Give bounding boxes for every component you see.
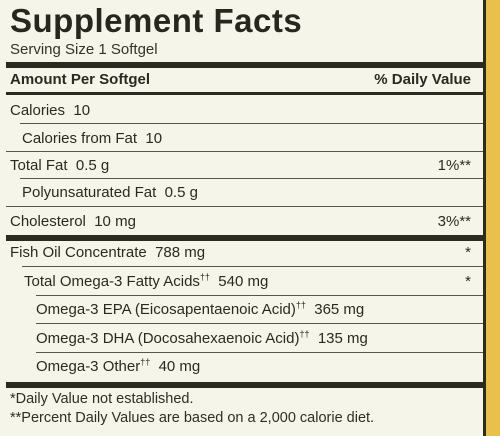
serving-size: Serving Size 1 Softgel [10,41,158,58]
daily-value: * [465,244,471,261]
nutrient-name: Fish Oil Concentrate [10,244,147,261]
nutrient-amount: 0.5 g [164,184,198,201]
nutrient-name: Calories from Fat [22,130,138,147]
amount-header: Amount Per Softgel [10,71,151,88]
medium-divider [6,92,483,95]
nutrient-amount: 10 mg [94,213,136,230]
daily-value: * [465,273,471,290]
label-title: Supplement Facts [10,2,303,39]
nutrient-name: Omega-3 EPA (Eicosapentaenoic Acid) [36,301,296,318]
nutrient-amount: 365 mg [314,301,365,318]
daily-value: 3%** [437,213,471,230]
nutrient-amount: 0.5 g [75,157,110,174]
row-divider [6,151,483,152]
dagger-footnote-mark: †† [199,272,210,282]
nutrient-amount: 10 [73,102,91,119]
row-divider [36,323,483,324]
row-divider [36,295,483,296]
footnote-daily-value: *Daily Value not established. [10,391,194,407]
daily-value: 1%** [437,157,471,174]
nutrient-name: Calories [10,102,66,119]
thick-divider [6,382,483,388]
nutrient-name: Cholesterol [10,213,86,230]
nutrient-amount: 788 mg [155,244,206,261]
nutrient-name: Polyunsaturated Fat [22,184,157,201]
thick-divider [6,235,483,241]
row-divider [22,266,483,267]
nutrient-name: Total Fat [10,157,68,174]
row-divider [20,123,483,124]
thick-divider [6,62,483,68]
nutrient-name: Omega-3 DHA (Docosahexaenoic Acid) [36,330,300,347]
dagger-footnote-mark: †† [299,329,310,339]
nutrient-amount: 40 mg [158,358,201,375]
footnote-percent-daily-value: **Percent Daily Values are based on a 2,… [10,410,375,426]
supplement-facts-panel: Supplement Facts Serving Size 1 Softgel … [0,0,486,436]
dagger-footnote-mark: †† [140,357,151,367]
nutrient-amount: 135 mg [317,330,368,347]
row-divider [20,178,483,179]
dagger-footnote-mark: †† [295,300,306,310]
nutrient-amount: 10 [145,130,163,147]
row-divider [36,352,483,353]
nutrient-name: Total Omega-3 Fatty Acids [24,273,200,290]
nutrient-amount: 540 mg [218,273,269,290]
nutrient-name: Omega-3 Other [36,358,141,375]
daily-value-header: % Daily Value [374,71,471,88]
row-divider [6,206,483,207]
